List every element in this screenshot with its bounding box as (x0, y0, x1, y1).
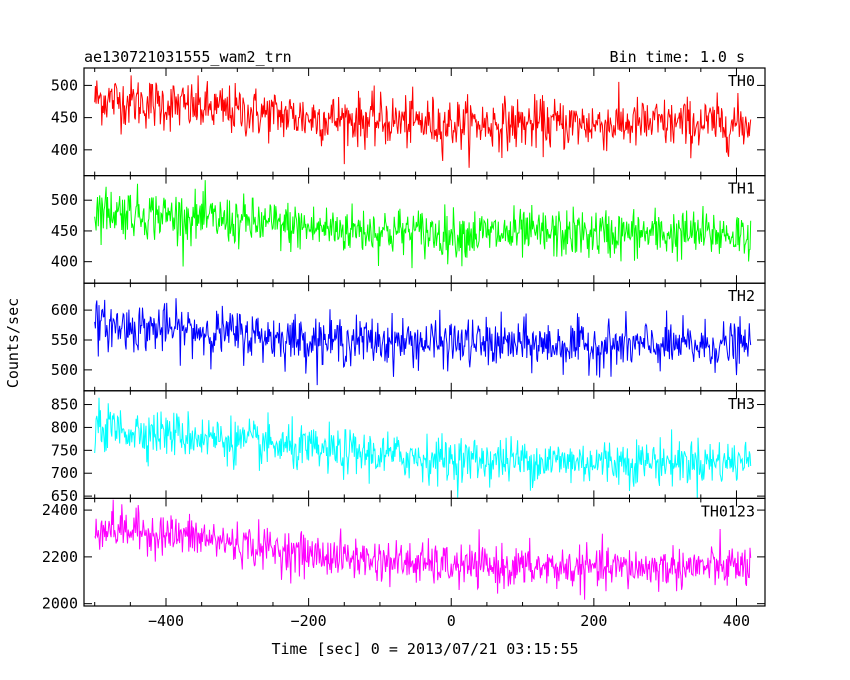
y-tick-label: 450 (51, 222, 78, 240)
panel-label-th2: TH2 (728, 287, 755, 305)
panel-th0: 400 450 500 TH0 (51, 67, 766, 177)
y-tick-label: 500 (51, 191, 78, 209)
series-th0-line (94, 75, 752, 168)
panel-th1: 400 450 500 TH1 (51, 175, 766, 284)
panel-label-th3: TH3 (728, 395, 755, 413)
y-tick-label: 500 (51, 361, 78, 379)
panel-frame (83, 282, 766, 392)
y-tick-label: 450 (51, 109, 78, 127)
panel-th0123: 2000 2200 2400 TH0123 (42, 497, 766, 613)
panel-th3: 650 700 750 800 850 TH3 (51, 390, 766, 505)
panel-label-th0: TH0 (728, 72, 755, 90)
x-axis-label: Time [sec] 0 = 2013/07/21 03:15:55 (271, 640, 578, 658)
x-tick-label: 400 (723, 612, 750, 630)
series-th3-line (94, 397, 752, 499)
y-tick-label: 500 (51, 76, 78, 94)
y-tick-label: 750 (51, 441, 78, 459)
chart-title: ae130721031555_wam2_trn (84, 48, 292, 66)
y-tick-label: 2400 (42, 501, 78, 519)
panels-group: 400 450 500 TH0 400 450 500 TH1 500 550 600 TH2 650 7… (42, 67, 766, 613)
y-tick-label: 2200 (42, 548, 78, 566)
y-tick-label: 550 (51, 331, 78, 349)
panel-label-th1: TH1 (728, 180, 755, 198)
series-th2-line (94, 298, 752, 386)
panel-frame (83, 497, 766, 607)
y-tick-label: 2000 (42, 595, 78, 613)
x-tick-label: −200 (291, 612, 327, 630)
x-tick-label: 200 (580, 612, 607, 630)
y-tick-label: 700 (51, 464, 78, 482)
x-axis-ticks: −400 −200 0 200 400 (94, 68, 750, 630)
y-tick-label: 800 (51, 418, 78, 436)
panel-label-th0123: TH0123 (701, 502, 755, 520)
panel-th2: 500 550 600 TH2 (51, 282, 766, 392)
x-tick-label: −400 (148, 612, 184, 630)
y-tick-label: 400 (51, 141, 78, 159)
y-tick-label: 600 (51, 301, 78, 319)
y-axis-label: Counts/sec (4, 298, 22, 388)
series-th1-line (94, 180, 752, 269)
x-tick-label: 0 (447, 612, 456, 630)
series-th0123-line (94, 499, 752, 600)
y-tick-label: 650 (51, 487, 78, 505)
bin-time-label: Bin time: 1.0 s (610, 48, 745, 66)
y-tick-label: 400 (51, 253, 78, 271)
y-tick-label: 850 (51, 396, 78, 414)
